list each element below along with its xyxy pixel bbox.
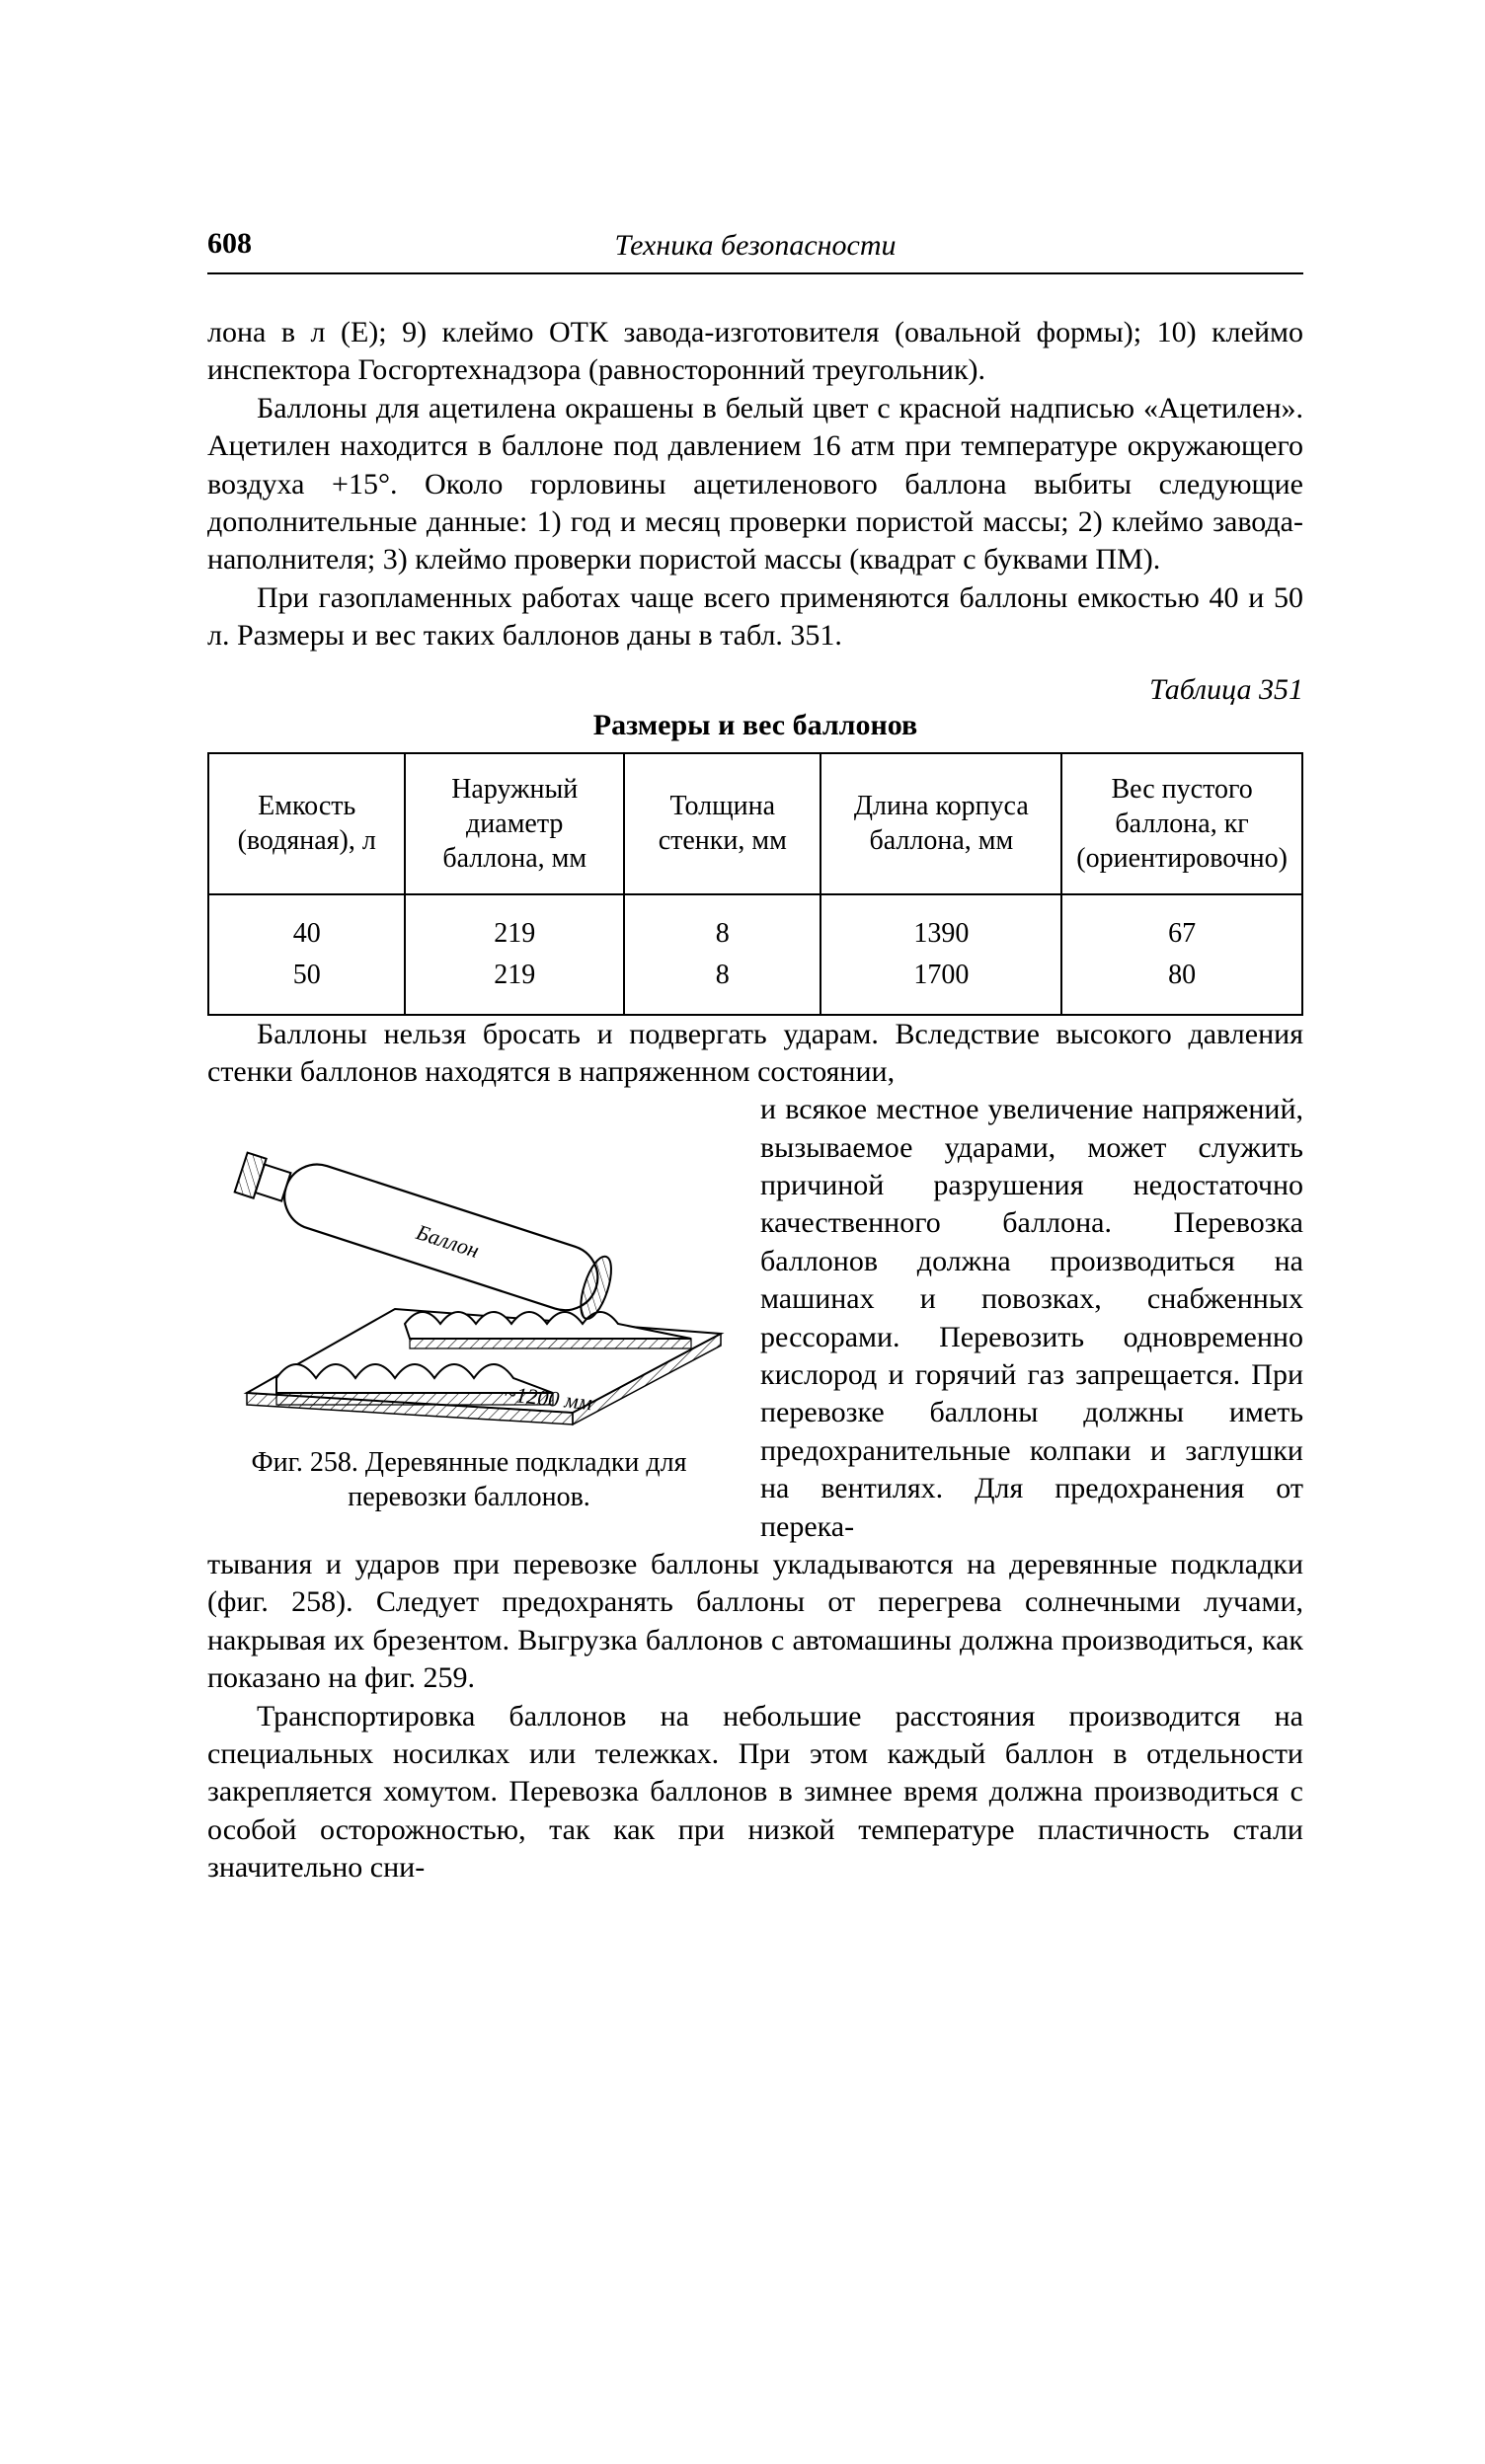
- paragraph-4-lead: Баллоны нельзя бросать и подвергать удар…: [207, 1016, 1303, 1092]
- table-header-cell: Вес пустого баллона, кг (ориентировочно): [1061, 753, 1302, 894]
- paragraph-4-tail: тывания и ударов при перевозке баллоны у…: [207, 1546, 1303, 1698]
- dimensions-table: Емкость (водяная), лНаружный диаметр бал…: [207, 752, 1303, 1016]
- paragraph-5: Транспортировка баллонов на небольшие ра…: [207, 1698, 1303, 1887]
- table-data-cell: 88: [624, 894, 821, 1015]
- table-header-cell: Толщина стенки, мм: [624, 753, 821, 894]
- table-header-cell: Длина корпуса баллона, мм: [821, 753, 1061, 894]
- table-title: Размеры и вес баллонов: [207, 709, 1303, 742]
- table-header-cell: Емкость (водяная), л: [208, 753, 405, 894]
- figure-258: Баллон ~1200 мм Фиг. 258. Деревянные под…: [207, 1097, 731, 1514]
- table-data-cell: 219219: [405, 894, 624, 1015]
- table-data-cell: 4050: [208, 894, 405, 1015]
- paragraph-2: Баллоны для ацетилена окрашены в белый ц…: [207, 390, 1303, 579]
- paragraph-5-text: Транспортировка баллонов на небольшие ра…: [207, 1700, 1303, 1885]
- figure-258-svg: Баллон ~1200 мм: [207, 1097, 731, 1432]
- running-title: Техника безопасности: [207, 229, 1303, 263]
- paragraph-1: лона в л (Е); 9) клеймо ОТК завода-изгот…: [207, 314, 1303, 390]
- table-data-cell: 13901700: [821, 894, 1061, 1015]
- figure-258-caption: Фиг. 258. Деревянные подкладки для перев…: [207, 1445, 731, 1514]
- table-label: Таблица 351: [207, 673, 1303, 707]
- running-head: 608 Техника безопасности: [207, 227, 1303, 274]
- table-header-cell: Наружный диаметр баллона, мм: [405, 753, 624, 894]
- table-data-cell: 6780: [1061, 894, 1302, 1015]
- paragraph-3: При газопламенных работах чаще всего при…: [207, 579, 1303, 655]
